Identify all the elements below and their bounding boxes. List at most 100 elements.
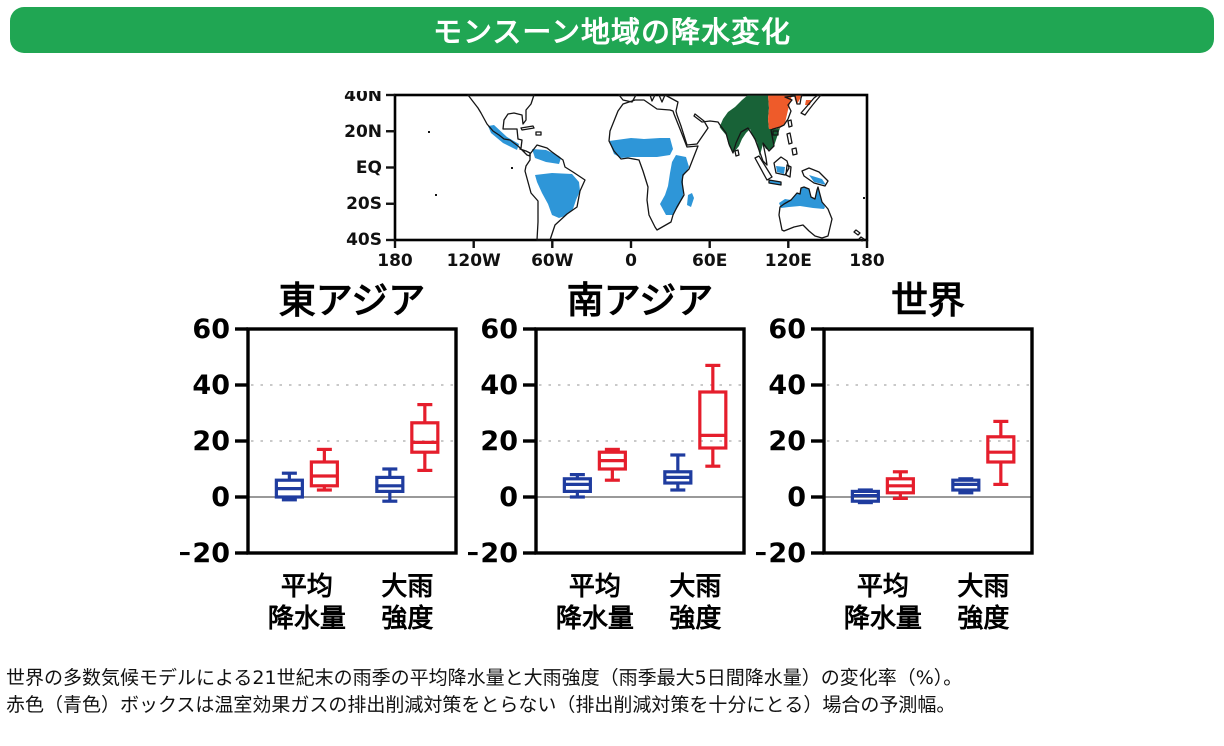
category-label: 強度 bbox=[957, 603, 1009, 634]
page-title: モンスーン地域の降水変化 bbox=[433, 15, 791, 49]
region-south-asia bbox=[719, 95, 780, 155]
chart-title: 東アジア bbox=[279, 279, 426, 322]
y-tick-label: 40 bbox=[480, 370, 518, 401]
coast-hainan bbox=[771, 130, 779, 136]
y-tick-label: 0 bbox=[499, 482, 518, 513]
region-west-africa bbox=[608, 138, 673, 158]
coast-africa bbox=[607, 99, 699, 231]
box-whisker-blue bbox=[850, 488, 880, 505]
y-tick-label: 20 bbox=[768, 426, 806, 457]
map-lat-axis: 40N 20N EQ 20S 40S bbox=[344, 91, 395, 250]
coast-new-zealand bbox=[852, 229, 865, 242]
box-whisker-red bbox=[698, 363, 728, 468]
region-madagascar bbox=[686, 193, 694, 207]
map-lat-label: EQ bbox=[355, 158, 381, 178]
coast-hispaniola bbox=[534, 131, 542, 136]
plot-frame bbox=[822, 327, 1034, 555]
monsoon-regions bbox=[487, 95, 826, 218]
island-dot-galapagos bbox=[510, 167, 513, 169]
category-label: 大雨 bbox=[669, 572, 721, 602]
map-lon-label: 180 bbox=[377, 251, 413, 271]
map-frame bbox=[393, 93, 868, 242]
y-tick-label: 40 bbox=[192, 370, 230, 401]
category-label: 降水量 bbox=[844, 604, 922, 634]
plot-frame bbox=[534, 327, 746, 555]
coast-java bbox=[767, 179, 782, 186]
coast-australia bbox=[777, 186, 833, 239]
region-java bbox=[768, 180, 781, 185]
y-tick-label: 60 bbox=[192, 314, 230, 345]
coast-luzon bbox=[785, 132, 793, 145]
y-tick-label: 20 bbox=[480, 426, 518, 457]
coast-north-america bbox=[466, 94, 535, 157]
box-whisker-red bbox=[597, 447, 627, 482]
category-label: 大雨 bbox=[381, 572, 433, 602]
box-whisker-blue bbox=[375, 467, 405, 503]
map-lat-label: 40N bbox=[344, 91, 382, 106]
island-dot-hawaii bbox=[427, 131, 430, 133]
category-label: 降水量 bbox=[556, 604, 634, 634]
plot-frame bbox=[246, 327, 458, 555]
map-lon-axis: 180 120W 60W 0 60E 120E 180 bbox=[377, 240, 885, 271]
map-lon-label: 60W bbox=[531, 251, 574, 271]
y-tick-label: −20 bbox=[468, 538, 518, 569]
coast-mindanao bbox=[790, 147, 798, 156]
category-label: 強度 bbox=[381, 603, 433, 634]
map-lat-label: 20N bbox=[344, 122, 382, 142]
coast-sulawesi bbox=[784, 164, 792, 178]
region-north-australia bbox=[778, 187, 825, 209]
coast-asia bbox=[663, 94, 803, 166]
y-tick-label: −20 bbox=[756, 538, 806, 569]
category-label: 平均 bbox=[281, 572, 333, 602]
chart-title: 南アジア bbox=[567, 279, 714, 322]
boxplot-charts-row: 東アジア 60 40 20 0 −20 平均 降水量 大雨 強度 南アジア 60 40 20 0 −20 平均… bbox=[0, 275, 1224, 635]
box-whisker-blue bbox=[274, 471, 304, 502]
figure-caption: 世界の多数気候モデルによる21世紀末の雨季の平均降水量と大雨強度（雨季最大5日間… bbox=[6, 665, 1224, 719]
map-lon-label: 60E bbox=[692, 251, 727, 271]
region-central-america bbox=[487, 125, 519, 150]
map-lat-label: 20S bbox=[346, 194, 382, 214]
category-label: 大雨 bbox=[957, 572, 1009, 602]
coast-iberia bbox=[617, 94, 637, 103]
y-tick-label: −20 bbox=[180, 538, 230, 569]
category-label: 降水量 bbox=[268, 604, 346, 634]
box-whisker-blue bbox=[663, 453, 693, 492]
caption-line-2: 赤色（青色）ボックスは温室効果ガスの排出削減対策をとらない（排出削減対策を十分に… bbox=[6, 694, 956, 716]
category-label: 強度 bbox=[669, 603, 721, 634]
monsoon-region-map: 40N 20N EQ 20S 40S 180 120W 60W 0 60E bbox=[344, 91, 885, 271]
map-lon-label: 180 bbox=[849, 251, 885, 271]
region-south-borneo bbox=[775, 166, 785, 174]
map-lon-label: 120E bbox=[764, 251, 811, 271]
y-tick-label: 60 bbox=[480, 314, 518, 345]
coast-new-guinea bbox=[800, 167, 829, 187]
category-label: 平均 bbox=[857, 572, 909, 602]
y-tick-label: 20 bbox=[192, 426, 230, 457]
region-brazil bbox=[534, 173, 580, 218]
island-dot-fiji bbox=[862, 197, 865, 199]
category-label: 平均 bbox=[569, 572, 621, 602]
region-south-new-guinea bbox=[808, 175, 826, 185]
y-tick-label: 0 bbox=[787, 482, 806, 513]
coast-italy bbox=[648, 94, 656, 102]
boxplot-world: 世界 60 40 20 0 −20 平均降水量 大雨強度 bbox=[756, 279, 1034, 634]
boxplot-east-asia: 東アジア 60 40 20 0 −20 平均降水量 大雨強度 bbox=[180, 279, 458, 634]
caption-line-1: 世界の多数気候モデルによる21世紀末の雨季の平均降水量と大雨強度（雨季最大5日間… bbox=[6, 667, 963, 689]
region-north-south-america bbox=[531, 149, 561, 164]
monsoon-map-section: 40N 20N EQ 20S 40S 180 120W 60W 0 60E bbox=[0, 91, 1224, 275]
island-dot-south-pacific bbox=[434, 194, 437, 196]
coastlines bbox=[427, 94, 865, 242]
box-whisker-red bbox=[410, 403, 440, 472]
coast-taiwan bbox=[786, 119, 793, 128]
box-whisker-red bbox=[885, 470, 915, 500]
coast-sri-lanka bbox=[733, 149, 740, 157]
coast-sumatra bbox=[753, 155, 773, 181]
header-bar: モンスーン地域の降水変化 bbox=[10, 7, 1214, 53]
region-east-south-africa bbox=[659, 155, 689, 215]
coast-south-america bbox=[523, 144, 586, 241]
boxplot-south-asia: 南アジア 60 40 20 0 −20 平均降水量 大雨強度 bbox=[468, 279, 746, 634]
map-lat-label: 40S bbox=[346, 230, 382, 250]
box-whisker-blue bbox=[951, 477, 981, 495]
box-whisker-red bbox=[309, 447, 339, 492]
coast-greece bbox=[657, 94, 666, 103]
map-lon-label: 120W bbox=[446, 251, 500, 271]
